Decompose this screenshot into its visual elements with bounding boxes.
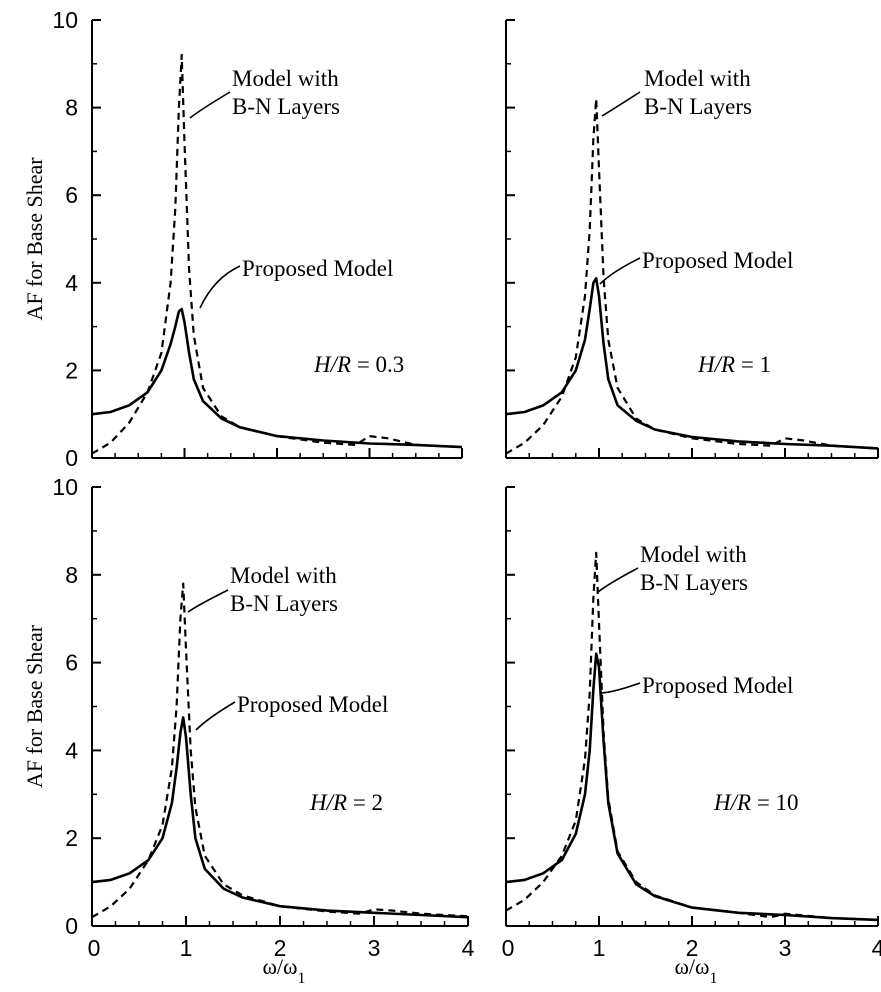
bn-layers-curve bbox=[505, 551, 879, 921]
param-label: H/R = 0.3 bbox=[313, 352, 404, 377]
proposed-model-curve bbox=[505, 652, 879, 922]
x-tick-label: 0 bbox=[88, 935, 101, 961]
annotation-bn-model-line2: B-N Layers bbox=[644, 94, 752, 119]
annotation-proposed-model: Proposed Model bbox=[237, 692, 388, 717]
x-tick-label: 4 bbox=[872, 935, 881, 961]
leader-line-bn bbox=[187, 589, 229, 613]
y-tick-label: 8 bbox=[65, 95, 78, 121]
leader-line-bn bbox=[597, 567, 639, 593]
x-tick-label: 4 bbox=[462, 935, 475, 961]
leader-line-proposed bbox=[599, 682, 641, 694]
leader-line-bn bbox=[189, 91, 231, 119]
y-tick-label: 2 bbox=[65, 825, 78, 851]
proposed-model-curve bbox=[91, 307, 463, 449]
y-tick-label: 4 bbox=[65, 737, 78, 763]
proposed-model-curve bbox=[505, 277, 879, 450]
proposed-model-curve bbox=[91, 716, 469, 919]
x-tick-label: 1 bbox=[180, 935, 193, 961]
annotation-bn-model-line1: Model with bbox=[230, 563, 337, 588]
annotation-proposed-model: Proposed Model bbox=[642, 248, 793, 273]
y-tick-label: 6 bbox=[65, 650, 78, 676]
y-axis-title: AF for Base Shear bbox=[22, 624, 47, 788]
annotation-bn-model-line2: B-N Layers bbox=[640, 570, 748, 595]
leader-line-proposed bbox=[599, 257, 641, 285]
y-tick-label: 10 bbox=[52, 474, 78, 500]
y-tick-label: 4 bbox=[65, 270, 78, 296]
leader-line-proposed bbox=[195, 701, 236, 731]
chart-panel-bottom-right: 0 1 2 3 4 ω/ω1 Model with B-N Layers Proposed Mo… bbox=[502, 486, 881, 987]
annotation-bn-model-line1: Model with bbox=[232, 66, 339, 91]
annotation-proposed-model: Proposed Model bbox=[642, 673, 793, 698]
bn-layers-curve bbox=[91, 53, 463, 455]
chart-panel-top-left: 0 2 4 6 8 10 AF for Base Shear Model with B-N La… bbox=[22, 7, 463, 471]
bn-layers-curve bbox=[505, 97, 879, 455]
param-label: H/R = 1 bbox=[697, 352, 771, 377]
x-tick-label: 3 bbox=[779, 935, 792, 961]
y-tick-label: 8 bbox=[65, 562, 78, 588]
x-tick-label: 0 bbox=[502, 935, 515, 961]
annotation-proposed-model: Proposed Model bbox=[242, 256, 393, 281]
x-tick-label: 2 bbox=[274, 935, 287, 961]
y-tick-label: 0 bbox=[65, 445, 78, 471]
y-tick-label: 10 bbox=[52, 7, 78, 33]
leader-line-bn bbox=[601, 91, 641, 117]
chart-panel-bottom-left: 0 2 4 6 8 10 0 1 2 3 4 AF for Base Shear ω/ω1 Model w… bbox=[22, 474, 475, 987]
y-axis-title: AF for Base Shear bbox=[22, 157, 47, 321]
bn-layers-curve bbox=[91, 582, 469, 919]
leader-line-proposed bbox=[199, 265, 241, 309]
annotation-bn-model-line2: B-N Layers bbox=[230, 591, 338, 616]
x-axis-title: ω/ω1 bbox=[262, 954, 305, 987]
y-tick-label: 2 bbox=[65, 357, 78, 383]
param-label: H/R = 2 bbox=[309, 790, 383, 815]
chart-panel-top-right: Model with B-N Layers Proposed Model H/R = … bbox=[505, 19, 879, 459]
annotation-bn-model-line1: Model with bbox=[640, 542, 747, 567]
x-tick-label: 2 bbox=[686, 935, 699, 961]
y-tick-label: 0 bbox=[65, 913, 78, 939]
x-axis-title: ω/ω1 bbox=[674, 954, 717, 987]
x-tick-label: 1 bbox=[593, 935, 606, 961]
annotation-bn-model-line2: B-N Layers bbox=[232, 94, 340, 119]
y-tick-label: 6 bbox=[65, 182, 78, 208]
annotation-bn-model-line1: Model with bbox=[644, 66, 751, 91]
param-label: H/R = 10 bbox=[713, 790, 799, 815]
x-tick-label: 3 bbox=[368, 935, 381, 961]
